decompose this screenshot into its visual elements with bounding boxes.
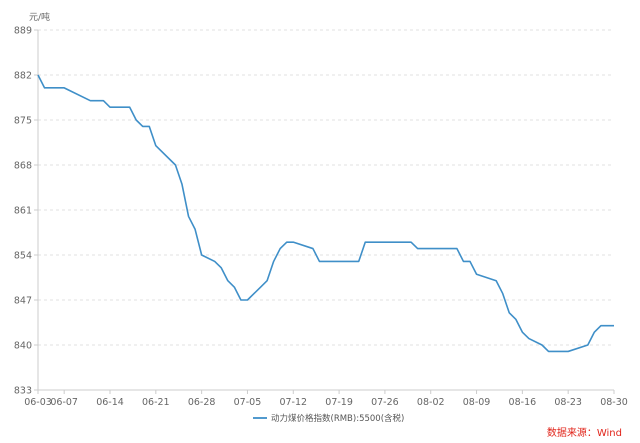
- x-tick-label: 08-02: [417, 397, 445, 408]
- x-tick-label: 07-12: [279, 397, 307, 408]
- y-tick-label: 882: [14, 71, 32, 82]
- source-note: 数据来源：Wind: [547, 426, 622, 439]
- x-tick-label: 08-16: [509, 397, 537, 408]
- legend-label: 动力煤价格指数(RMB):5500(含税): [271, 413, 404, 424]
- x-tick-label: 08-09: [463, 397, 491, 408]
- x-tick-label: 07-05: [234, 397, 262, 408]
- y-tick-label: 868: [14, 161, 32, 172]
- y-axis-ticks: 833 840 847 854 861 868 875 882 889: [14, 26, 38, 397]
- y-tick-label: 854: [14, 251, 32, 262]
- x-tick-label: 06-14: [96, 397, 124, 408]
- x-tick-label: 07-26: [371, 397, 399, 408]
- y-tick-label: 861: [14, 206, 32, 217]
- y-unit-label: 元/吨: [29, 11, 50, 23]
- y-tick-label: 840: [14, 341, 32, 352]
- x-tick-label: 06-03: [24, 397, 52, 408]
- y-tick-label: 875: [14, 116, 32, 127]
- y-tick-label: 833: [14, 386, 32, 397]
- y-tick-label: 889: [14, 26, 32, 37]
- x-tick-label: 08-30: [600, 397, 628, 408]
- y-tick-label: 847: [14, 296, 32, 307]
- x-tick-label: 06-07: [50, 397, 78, 408]
- series-line: [37, 74, 614, 353]
- x-tick-label: 06-21: [142, 397, 170, 408]
- gridlines: [38, 29, 614, 346]
- x-tick-label: 07-19: [325, 397, 353, 408]
- x-tick-label: 08-23: [554, 397, 582, 408]
- x-tick-label: 06-28: [188, 397, 216, 408]
- legend: 动力煤价格指数(RMB):5500(含税): [253, 413, 404, 424]
